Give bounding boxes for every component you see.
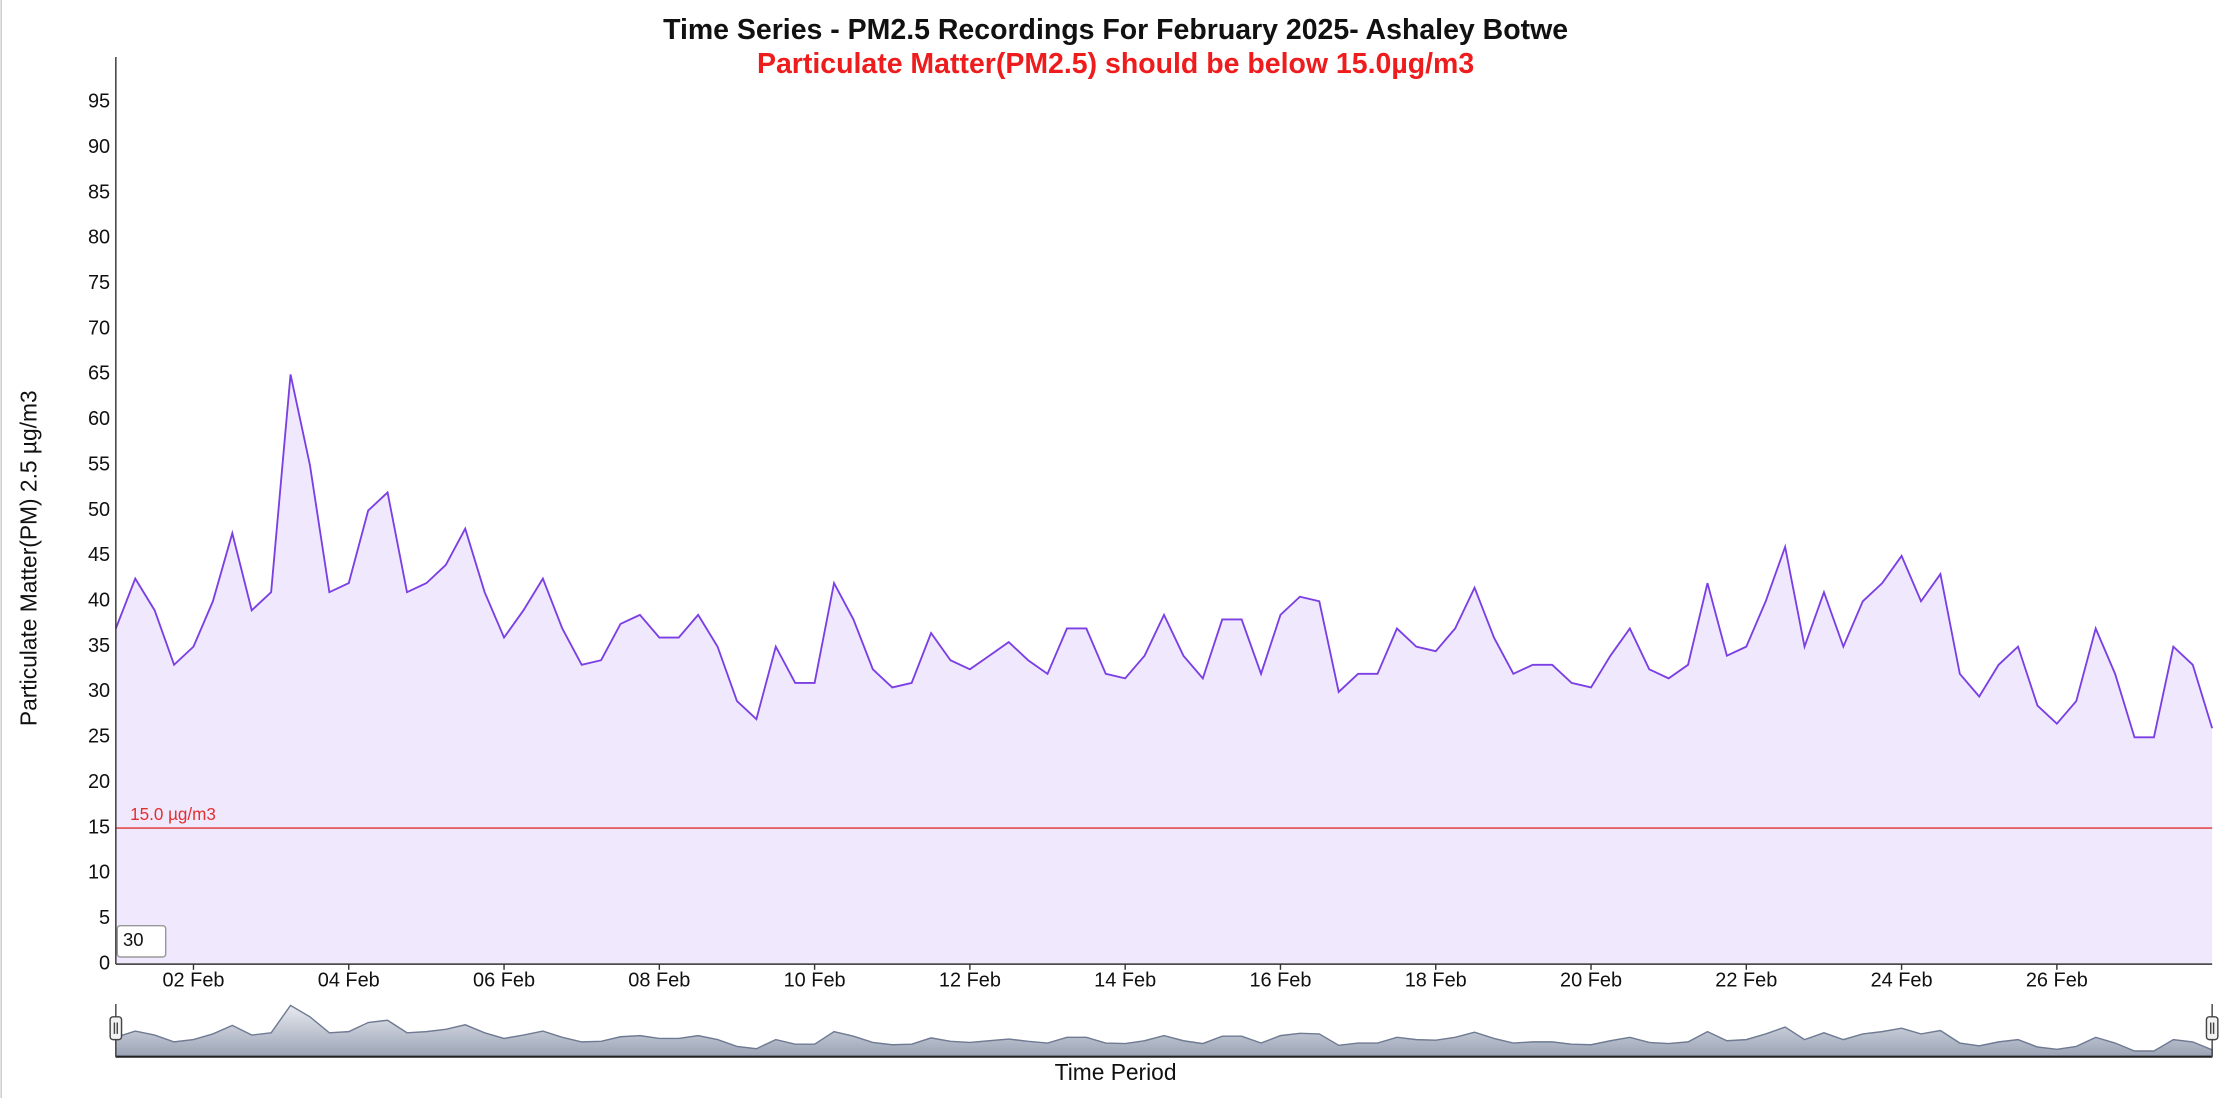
y-tick-label: 20 (88, 771, 110, 793)
x-tick-label: 18 Feb (1405, 969, 1467, 991)
navigator-handle[interactable] (2205, 1016, 2219, 1041)
navigator-area (115, 1004, 2213, 1058)
window-input[interactable] (116, 924, 167, 958)
navigator[interactable] (109, 1004, 2219, 1058)
x-tick-label: 24 Feb (1871, 969, 1933, 991)
y-tick-label: 70 (88, 317, 110, 339)
chart-title: Time Series - PM2.5 Recordings For Febru… (663, 14, 1568, 46)
y-tick-label: 90 (88, 136, 110, 158)
x-tick-label: 12 Feb (939, 969, 1001, 991)
y-tick-label: 35 (88, 635, 110, 657)
y-tick-label: 10 (88, 862, 110, 884)
y-tick-label: 25 (88, 726, 110, 748)
x-axis-label: Time Period (1055, 1059, 1177, 1085)
y-tick-label: 75 (88, 272, 110, 294)
x-tick-label: 20 Feb (1560, 969, 1622, 991)
x-tick-label: 10 Feb (784, 969, 846, 991)
y-tick-label: 50 (88, 499, 110, 521)
y-axis-label: Particulate Matter(PM) 2.5 µg/m3 (15, 390, 41, 726)
navigator-handle[interactable] (109, 1016, 123, 1041)
y-tick-label: 60 (88, 408, 110, 430)
y-tick-label: 45 (88, 544, 110, 566)
chart-subtitle: Particulate Matter(PM2.5) should be belo… (757, 48, 1474, 80)
y-tick-label: 80 (88, 227, 110, 249)
y-tick-label: 30 (88, 680, 110, 702)
plot-area: 0 5 10 15 20 25 30 35 40 45 50 55 60 65 70 75 80 85 90 95 02… (88, 56, 2214, 991)
y-tick-label: 65 (88, 363, 110, 385)
y-tick-label: 40 (88, 590, 110, 612)
x-tick-label: 04 Feb (318, 969, 380, 991)
y-tick-label: 95 (88, 91, 110, 113)
y-tick-label: 85 (88, 181, 110, 203)
threshold-label: 15.0 µg/m3 (130, 805, 216, 824)
x-tick-label: 02 Feb (162, 969, 224, 991)
series-line (114, 374, 2214, 739)
y-tick-label: 15 (88, 816, 110, 838)
x-tick-label: 06 Feb (473, 969, 535, 991)
y-tick-label: 55 (88, 453, 110, 475)
x-tick-label: 08 Feb (628, 969, 690, 991)
x-tick-label: 26 Feb (2026, 969, 2088, 991)
x-tick-label: 14 Feb (1094, 969, 1156, 991)
x-tick-label: 16 Feb (1249, 969, 1311, 991)
window-input-value[interactable]: 30 (123, 929, 144, 950)
y-tick-label: 5 (99, 907, 110, 929)
x-tick-label: 22 Feb (1715, 969, 1777, 991)
y-tick-label: 0 (99, 952, 110, 974)
area-fill (115, 374, 2213, 965)
